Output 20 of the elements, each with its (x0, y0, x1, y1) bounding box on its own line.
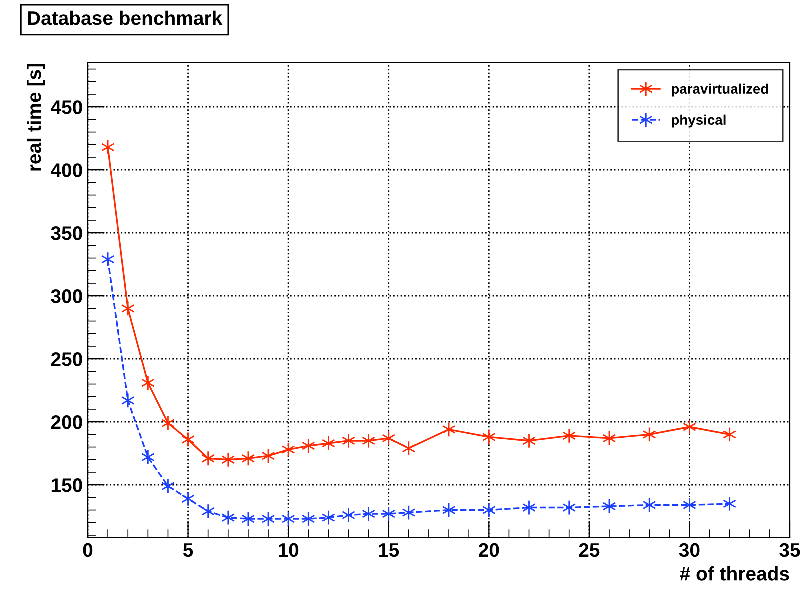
x-tick-label: 0 (83, 543, 93, 558)
y-axis-title: real time [s] (27, 64, 46, 171)
legend-label: physical (672, 114, 726, 128)
y-tick-label: 450 (50, 100, 82, 114)
y-tick-label: 400 (50, 164, 82, 178)
y-tick-label: 350 (51, 226, 82, 240)
chart-title: Database benchmark (28, 10, 223, 26)
y-tick-label: 200 (51, 416, 82, 430)
x-tick-label: 15 (379, 544, 400, 558)
x-tick-label: 30 (679, 543, 700, 558)
y-tick-label: 300 (51, 290, 82, 304)
x-tick-label: 25 (579, 543, 600, 558)
x-tick-label: 5 (183, 544, 194, 558)
x-axis-title: # of threads (680, 566, 790, 581)
x-tick-label: 10 (278, 543, 299, 558)
y-tick-label: 150 (52, 478, 82, 492)
x-tick-label: 35 (780, 543, 800, 558)
x-tick-label: 20 (479, 543, 500, 558)
legend-label: paravirtualized (672, 84, 768, 97)
y-tick-label: 250 (51, 352, 82, 366)
